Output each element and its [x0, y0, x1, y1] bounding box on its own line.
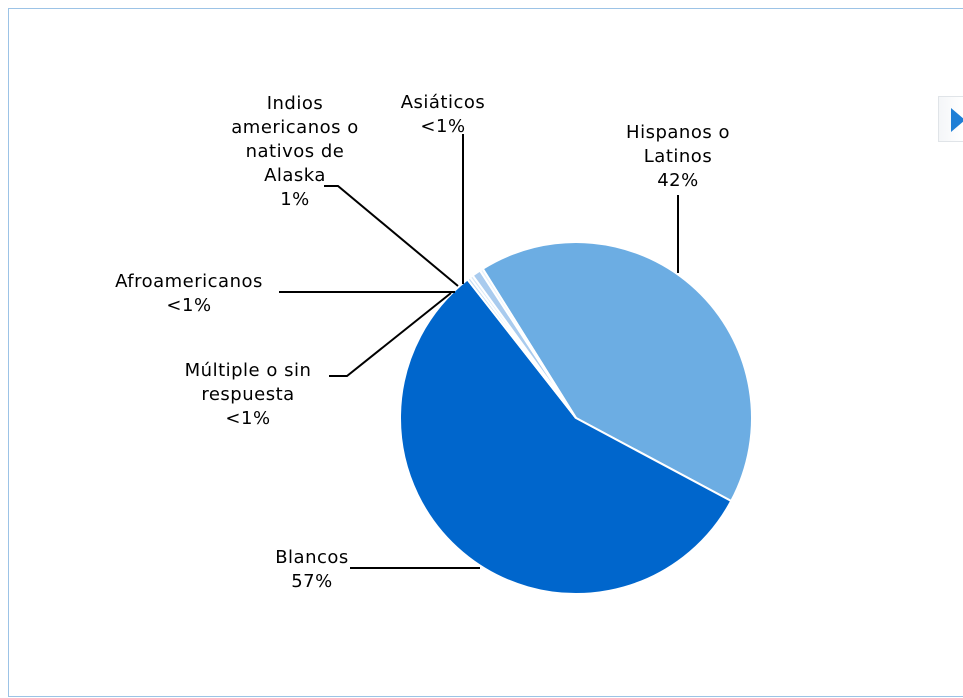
slice-label-line: Latinos	[644, 146, 712, 167]
slice-label-line: 1%	[280, 189, 310, 210]
slice-label-line: <1%	[166, 295, 211, 316]
slice-label-line: Asiáticos	[401, 92, 486, 113]
slice-label: Indios americanos o nativos de Alaska 1%	[231, 93, 359, 210]
pie-slice	[481, 241, 753, 503]
chevron-right-icon	[951, 108, 963, 132]
side-panel-toggle[interactable]	[938, 96, 963, 142]
leader-line	[329, 292, 452, 377]
pie-slice	[399, 278, 733, 595]
leader-line	[324, 185, 459, 287]
slice-label-line: 42%	[657, 170, 699, 191]
slice-label: Múltiple o sin respuesta <1%	[185, 360, 312, 429]
slice-label-line: <1%	[225, 408, 270, 429]
slice-label-line: respuesta	[201, 384, 294, 405]
slice-label-line: Múltiple o sin	[185, 360, 312, 381]
slice-label: Blancos 57%	[275, 547, 349, 592]
slice-label-line: Hispanos o	[626, 122, 730, 143]
slice-label-line: <1%	[420, 116, 465, 137]
pie-slice	[478, 267, 577, 419]
slice-labels: Hispanos o Latinos 42% Blancos 57% Múltiple o…	[115, 92, 730, 592]
slice-label-line: Alaska	[264, 165, 326, 186]
slice-label-line: Indios	[267, 93, 324, 114]
slice-label-line: 57%	[291, 571, 333, 592]
slice-label: Asiáticos <1%	[401, 92, 486, 137]
slice-label-line: Blancos	[275, 547, 349, 568]
pie-slices	[399, 241, 753, 595]
slice-label: Hispanos o Latinos 42%	[626, 122, 730, 191]
slice-label-line: Afroamericanos	[115, 271, 263, 292]
slice-label: Afroamericanos <1%	[115, 271, 263, 316]
slice-label-line: americanos o	[231, 117, 359, 138]
leader-lines	[279, 134, 679, 569]
slice-label-line: nativos de	[246, 141, 345, 162]
